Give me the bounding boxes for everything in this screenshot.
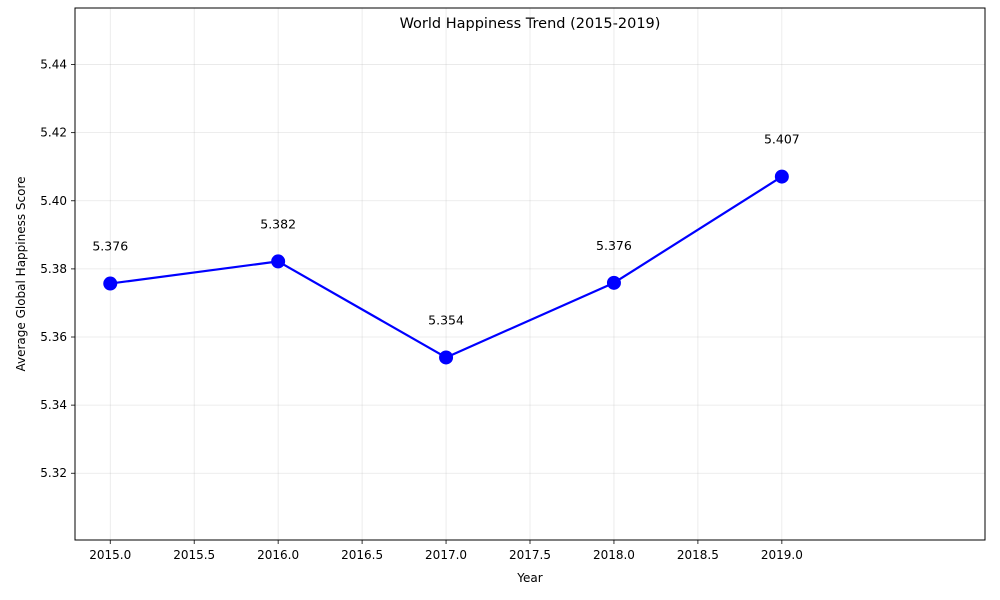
y-tick-label: 5.40 — [40, 194, 67, 208]
data-point — [774, 169, 789, 184]
data-label: 5.376 — [596, 238, 632, 253]
y-tick-label: 5.38 — [40, 262, 67, 276]
data-point — [606, 275, 621, 290]
y-tick-label: 5.42 — [40, 126, 67, 140]
x-tick-label: 2016.0 — [257, 548, 299, 562]
data-label: 5.376 — [92, 239, 128, 254]
data-point — [439, 350, 454, 365]
y-axis: 5.32 5.34 5.36 5.38 5.40 5.42 5.44 — [40, 58, 75, 480]
y-tick-label: 5.36 — [40, 330, 67, 344]
chart-title: World Happiness Trend (2015-2019) — [400, 16, 661, 32]
x-tick-label: 2017.0 — [425, 548, 467, 562]
x-axis-label: Year — [516, 571, 542, 585]
series-layer: 5.376 5.382 5.354 5.376 5.407 — [92, 132, 800, 365]
x-tick-label: 2019.0 — [761, 548, 803, 562]
x-tick-label: 2016.5 — [341, 548, 383, 562]
x-tick-label: 2018.0 — [593, 548, 635, 562]
data-label: 5.407 — [764, 132, 800, 147]
x-tick-label: 2015.0 — [89, 548, 131, 562]
data-label: 5.382 — [260, 216, 296, 231]
y-tick-label: 5.34 — [40, 398, 67, 412]
y-tick-label: 5.32 — [40, 466, 67, 480]
data-label: 5.354 — [428, 312, 464, 327]
data-point — [103, 276, 118, 291]
x-tick-label: 2018.5 — [677, 548, 719, 562]
y-tick-label: 5.44 — [40, 58, 67, 72]
x-tick-label: 2015.5 — [173, 548, 215, 562]
y-axis-label: Average Global Happiness Score — [14, 176, 28, 371]
data-point — [271, 254, 286, 269]
x-axis: 2015.0 2015.5 2016.0 2016.5 2017.0 2017.5 2018… — [89, 540, 803, 562]
x-tick-label: 2017.5 — [509, 548, 551, 562]
